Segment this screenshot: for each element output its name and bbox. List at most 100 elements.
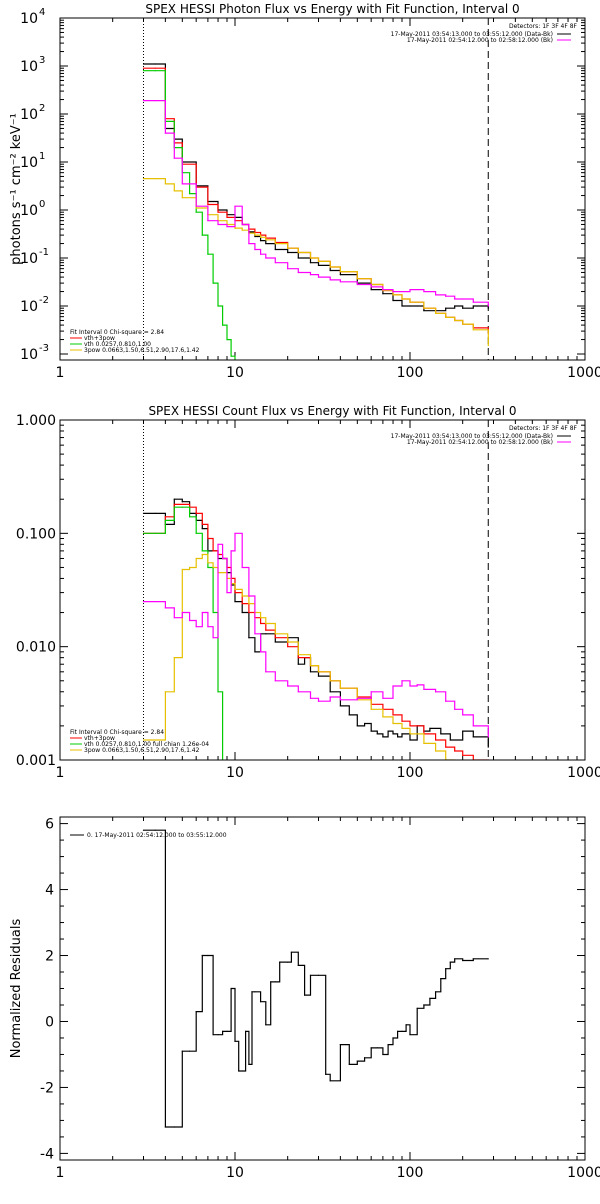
series-0-point bbox=[487, 958, 489, 960]
top-legend-label: 17-May-2011 02:54:12.000 to 02:58:12.000… bbox=[407, 37, 553, 44]
series-4-point bbox=[259, 651, 262, 653]
series-3-point bbox=[259, 617, 262, 619]
panel-1: SPEX HESSI Photon Flux vs Energy with Fi… bbox=[9, 2, 600, 381]
y-tick-exponent: -3 bbox=[39, 343, 49, 354]
series-4-point bbox=[392, 685, 394, 687]
series-3-point bbox=[241, 229, 243, 231]
series-0-point bbox=[254, 651, 256, 653]
series-2-point bbox=[226, 794, 227, 795]
panel-3: 1 10 100 1000 -4 -2 0 2 4 6 Normalized Residuals 0.… bbox=[9, 816, 600, 1181]
plot-frame bbox=[59, 419, 586, 761]
series-1-point bbox=[142, 67, 145, 69]
series-0-point bbox=[309, 974, 312, 976]
series-1-point bbox=[207, 203, 209, 206]
series-3-point bbox=[454, 319, 456, 322]
y-tick-label: 10 bbox=[20, 251, 38, 267]
series-4-point bbox=[423, 688, 425, 690]
series-3-point bbox=[409, 301, 411, 303]
series-4-point bbox=[329, 696, 331, 698]
series-2-point bbox=[154, 532, 156, 534]
series-0-point bbox=[241, 611, 243, 614]
series-1-point bbox=[462, 754, 464, 756]
series-0-point bbox=[217, 1034, 219, 1036]
series-2-point bbox=[226, 338, 228, 341]
series-0-point bbox=[382, 293, 384, 295]
series-0-point bbox=[317, 675, 320, 677]
series-3-point bbox=[265, 239, 267, 241]
series-0-point bbox=[348, 714, 350, 716]
series-0-point bbox=[212, 1034, 214, 1036]
series-4-point bbox=[217, 543, 219, 545]
series-0-point bbox=[259, 1001, 262, 1003]
y-tick-label: 0 bbox=[45, 1014, 54, 1030]
y-tick-label: 10 bbox=[20, 155, 38, 171]
series-2-point bbox=[212, 282, 214, 284]
series-1-point bbox=[274, 637, 276, 639]
series-3-point bbox=[173, 657, 175, 659]
series-0-point bbox=[154, 512, 156, 514]
series-0-point bbox=[429, 997, 431, 999]
series-0-line bbox=[143, 63, 489, 312]
series-4-point bbox=[434, 691, 437, 693]
series-4-point bbox=[339, 699, 341, 701]
series-4-point bbox=[142, 100, 145, 102]
x-tick-label: 100 bbox=[397, 365, 424, 381]
y-tick-exponent: 0 bbox=[39, 199, 45, 210]
series-1-point bbox=[234, 591, 236, 594]
series-0-point bbox=[325, 1073, 327, 1075]
series-1-point bbox=[217, 211, 219, 213]
series-0-point bbox=[376, 733, 378, 735]
series-0-point bbox=[259, 240, 262, 242]
series-4-point bbox=[226, 591, 228, 594]
series-3-point bbox=[181, 568, 183, 571]
series-1-point bbox=[154, 67, 156, 69]
series-4-point bbox=[173, 157, 175, 159]
bottom-legend-label: vth 0.0257,0.810,1.00 bbox=[84, 341, 151, 348]
y-axis-label: photons s⁻¹ cm⁻² keV⁻¹ bbox=[9, 113, 24, 265]
series-2-point bbox=[188, 192, 191, 195]
series-4-point bbox=[164, 607, 166, 609]
series-0-point bbox=[434, 991, 437, 993]
series-0-point bbox=[309, 262, 312, 264]
y-tick-label: 10 bbox=[20, 107, 38, 123]
series-2-point bbox=[231, 794, 232, 795]
series-1-line bbox=[143, 503, 489, 760]
series-3-point bbox=[329, 680, 331, 682]
series-4-point bbox=[274, 680, 276, 682]
series-2-point bbox=[201, 234, 203, 236]
series-0-point bbox=[462, 307, 464, 309]
series-4-point bbox=[195, 205, 197, 207]
series-3-point bbox=[287, 641, 289, 643]
series-3-point bbox=[234, 227, 236, 229]
x-tick-label: 1000 bbox=[567, 1165, 600, 1181]
series-0-point bbox=[226, 1030, 228, 1032]
series-0-point bbox=[397, 736, 399, 738]
series-0-point bbox=[279, 961, 281, 963]
series-0-point bbox=[188, 1050, 191, 1052]
series-2-point bbox=[201, 550, 203, 552]
series-4-point bbox=[181, 183, 183, 185]
series-0-point bbox=[290, 951, 292, 953]
series-3-point bbox=[434, 312, 437, 315]
series-4-point bbox=[472, 725, 474, 727]
series-0-point bbox=[339, 274, 341, 276]
series-0-point bbox=[339, 705, 341, 707]
series-4-point bbox=[329, 279, 331, 281]
series-0-point bbox=[392, 299, 394, 302]
series-3-point bbox=[287, 247, 289, 249]
series-0-point bbox=[387, 1043, 389, 1046]
series-4-point bbox=[154, 600, 156, 603]
series-3-point bbox=[259, 236, 262, 238]
series-0-point bbox=[363, 1057, 366, 1059]
detector-note: Detectors: 1F 3F 4F 8F bbox=[509, 23, 578, 30]
series-3-point bbox=[201, 553, 203, 556]
series-4-point bbox=[217, 223, 219, 226]
series-1-point bbox=[287, 646, 289, 648]
y-tick-label: 4 bbox=[45, 883, 54, 899]
series-3-point bbox=[473, 794, 474, 795]
series-3-point bbox=[297, 654, 299, 656]
series-0-point bbox=[154, 63, 156, 65]
series-4-point bbox=[265, 671, 267, 673]
series-0-point bbox=[401, 733, 403, 735]
series-0-point bbox=[392, 1037, 394, 1039]
